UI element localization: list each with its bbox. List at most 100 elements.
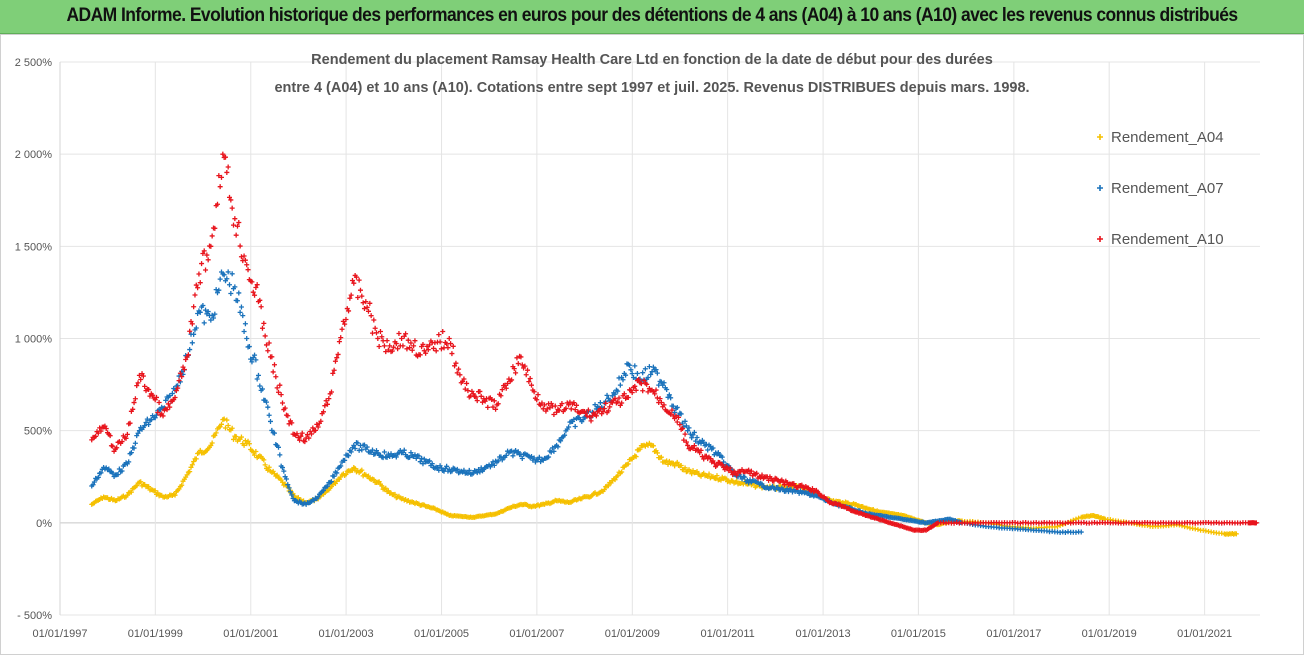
data-point	[353, 274, 359, 280]
data-point	[280, 465, 286, 471]
data-point	[615, 399, 621, 405]
data-point	[203, 267, 209, 273]
data-point	[110, 470, 116, 476]
data-point	[138, 479, 144, 485]
data-point	[156, 399, 162, 405]
data-point	[98, 470, 104, 476]
data-point	[385, 347, 391, 353]
data-point	[270, 369, 276, 375]
data-point	[119, 439, 125, 445]
data-point	[1253, 520, 1259, 526]
data-point	[1078, 529, 1084, 535]
data-point	[249, 279, 255, 285]
data-point	[222, 425, 228, 431]
data-point	[95, 430, 101, 436]
data-point	[222, 154, 228, 160]
data-point	[228, 197, 234, 203]
data-point	[187, 347, 193, 353]
data-point	[213, 430, 219, 436]
data-point	[250, 289, 256, 295]
data-point	[566, 402, 572, 408]
data-point	[355, 440, 361, 446]
data-point	[572, 407, 578, 413]
data-point	[259, 325, 265, 331]
data-point	[409, 347, 415, 353]
data-point	[261, 457, 267, 463]
data-point	[485, 404, 491, 410]
x-tick-label: 01/01/2021	[1177, 628, 1232, 640]
data-point	[297, 437, 303, 443]
data-point	[383, 349, 389, 355]
data-point	[263, 399, 269, 405]
data-point	[363, 299, 369, 305]
data-point	[633, 454, 639, 460]
data-point	[546, 454, 552, 460]
data-point	[403, 331, 409, 337]
data-point	[407, 345, 413, 351]
data-point	[275, 444, 281, 450]
data-point	[615, 388, 621, 394]
data-point	[134, 483, 140, 489]
data-point	[176, 378, 182, 384]
data-point	[185, 352, 191, 358]
data-point	[246, 344, 252, 350]
data-point	[135, 430, 141, 436]
data-point	[123, 435, 129, 441]
report-banner: ADAM Informe. Evolution historique des p…	[0, 0, 1304, 34]
data-point	[250, 355, 256, 361]
data-point	[682, 418, 688, 424]
data-point	[515, 449, 521, 455]
data-point	[515, 361, 521, 367]
data-point	[320, 487, 326, 493]
data-point	[384, 338, 390, 344]
data-point	[227, 282, 233, 288]
data-point	[324, 483, 330, 489]
data-point	[489, 397, 495, 403]
data-point	[150, 392, 156, 398]
data-point	[356, 277, 362, 283]
data-point	[384, 454, 390, 460]
data-point	[670, 460, 676, 466]
data-point	[381, 343, 387, 349]
data-point	[588, 418, 594, 424]
data-point	[453, 360, 459, 366]
data-point	[719, 454, 725, 460]
data-point	[155, 409, 161, 415]
data-point	[189, 462, 195, 468]
data-point	[238, 434, 244, 440]
data-point	[349, 467, 355, 473]
data-point	[196, 271, 202, 277]
data-point	[1044, 528, 1050, 534]
data-point	[401, 333, 407, 339]
data-point	[654, 450, 660, 456]
data-point	[503, 385, 509, 391]
data-point	[183, 357, 189, 363]
data-point	[657, 396, 663, 402]
data-point	[605, 408, 611, 414]
data-point	[335, 351, 341, 357]
data-point	[205, 257, 211, 263]
data-point	[348, 292, 354, 298]
data-point	[146, 387, 152, 393]
data-point	[670, 403, 676, 409]
data-point	[417, 459, 423, 465]
data-point	[694, 469, 700, 475]
data-point	[241, 253, 247, 259]
data-point	[448, 341, 454, 347]
data-point	[583, 410, 589, 416]
data-point	[572, 424, 578, 430]
data-point	[491, 462, 497, 468]
data-point	[142, 383, 148, 389]
data-point	[138, 377, 144, 383]
data-point	[748, 468, 754, 474]
data-point	[131, 445, 137, 451]
data-point	[436, 332, 442, 338]
data-point	[625, 394, 631, 400]
data-point	[295, 495, 301, 501]
data-point	[205, 309, 211, 315]
data-point	[585, 407, 591, 413]
data-point	[627, 362, 633, 368]
data-point	[1062, 530, 1068, 536]
data-point	[188, 464, 194, 470]
data-point	[534, 397, 540, 403]
